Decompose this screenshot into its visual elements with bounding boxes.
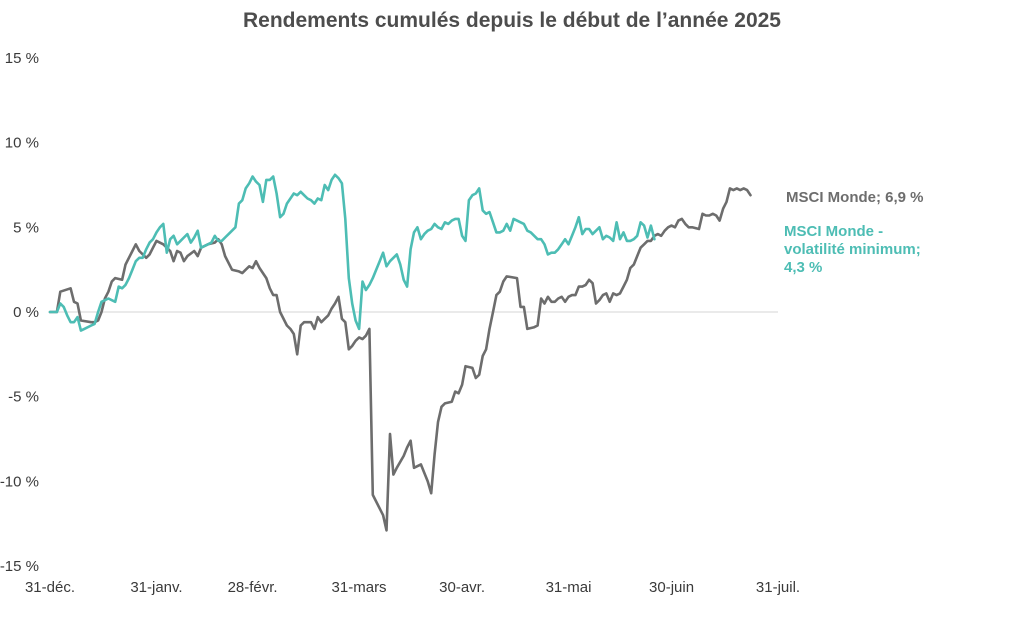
x-tick-label: 28-févr.	[228, 579, 278, 596]
x-tick-label: 31-mai	[546, 579, 592, 596]
y-tick-label: -15 %	[0, 558, 39, 575]
y-tick-label: -10 %	[0, 473, 39, 490]
series-line-msci-monde	[48, 187, 752, 532]
y-tick-label: -5 %	[8, 389, 39, 406]
x-tick-label: 30-avr.	[439, 579, 485, 596]
y-tick-label: 10 %	[5, 135, 39, 152]
y-tick-label: 15 %	[5, 50, 39, 67]
y-tick-label: 0 %	[13, 304, 39, 321]
series-end-label: MSCI Monde; 6,9 %	[786, 189, 924, 206]
y-tick-label: 5 %	[13, 219, 39, 236]
series-end-label: volatilité minimum;	[784, 241, 921, 258]
x-tick-label: 31-mars	[332, 579, 387, 596]
x-tick-label: 31-juil.	[756, 579, 800, 596]
series-line-msci-monde-volatilite-minimum	[48, 173, 656, 332]
x-tick-label: 31-janv.	[130, 579, 182, 596]
series-end-label: 4,3 %	[784, 259, 822, 276]
chart-title: Rendements cumulés depuis le début de l’…	[242, 9, 781, 32]
x-tick-label: 30-juin	[649, 579, 694, 596]
x-tick-label: 31-déc.	[25, 579, 75, 596]
series-end-label: MSCI Monde -	[784, 223, 883, 240]
